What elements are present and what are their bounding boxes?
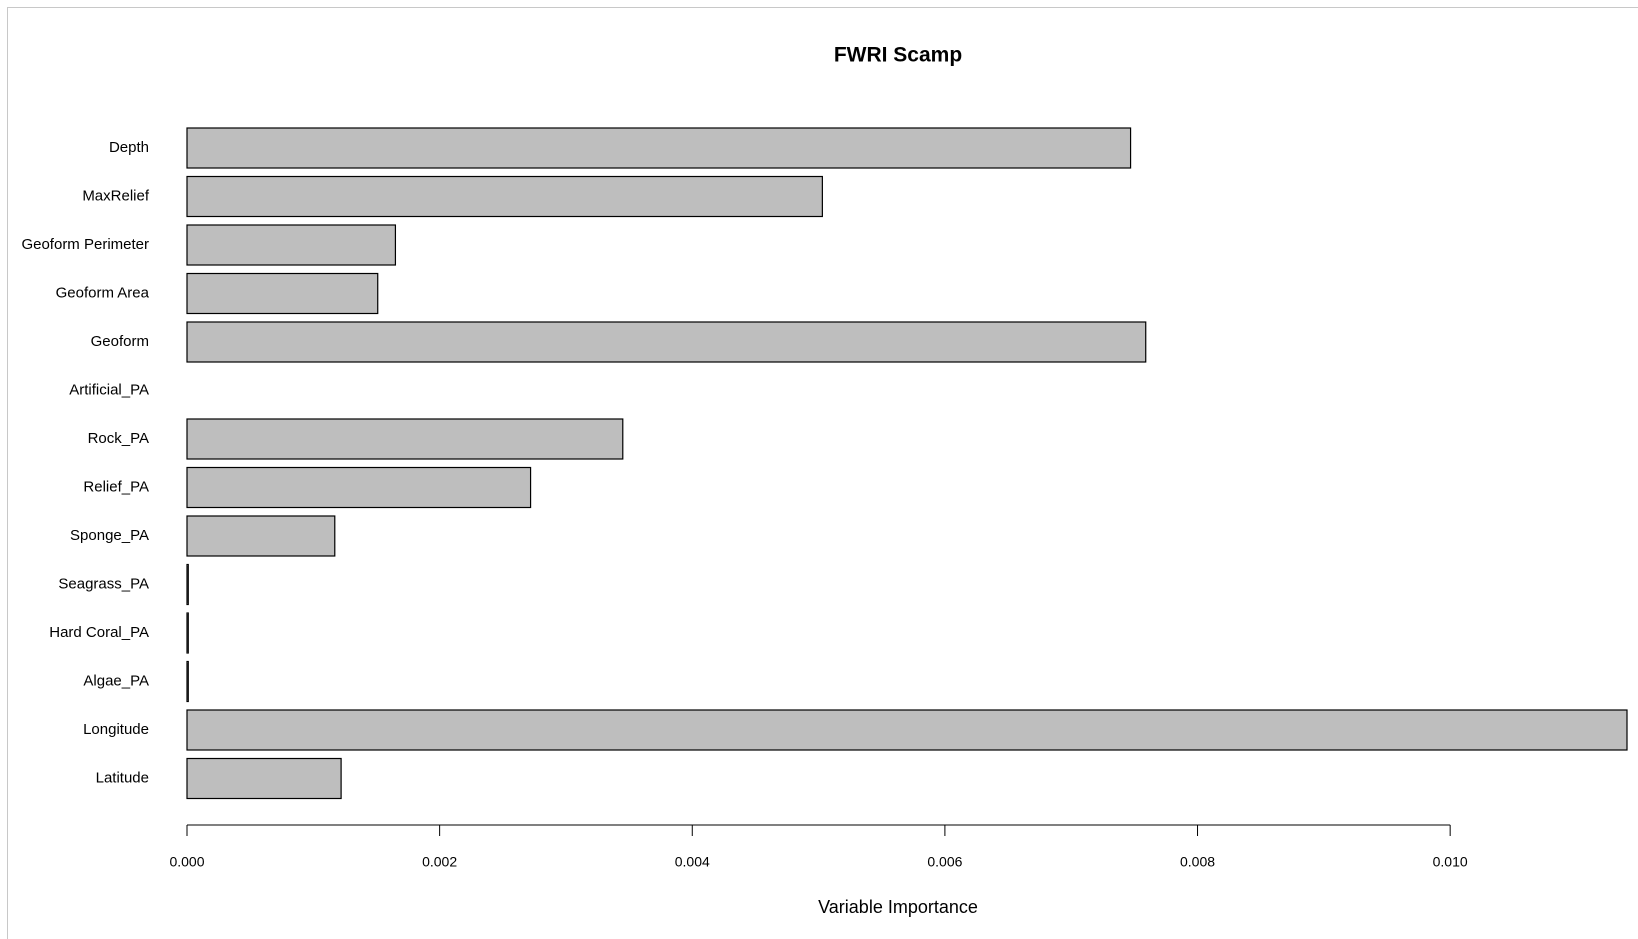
bar: [186, 321, 1147, 363]
y-tick-label: Algae_PA: [83, 672, 149, 689]
y-tick-label: MaxRelief: [82, 187, 150, 204]
bar: [186, 224, 397, 266]
chart-title: FWRI Scamp: [834, 44, 962, 67]
x-tick-label: 0.008: [1180, 854, 1215, 870]
bar: [186, 175, 823, 218]
bar: [186, 709, 1628, 751]
y-tick-label: Rock_PA: [88, 430, 149, 447]
x-tick-label: 0.010: [1433, 854, 1468, 870]
y-tick-label: Geoform Perimeter: [21, 236, 149, 253]
bar: [186, 612, 189, 654]
y-tick-label: Relief_PA: [83, 478, 149, 495]
bar: [186, 660, 189, 703]
x-tick-label: 0.004: [675, 854, 710, 870]
x-tick-label: 0.002: [422, 854, 457, 870]
y-tick-label: Geoform: [91, 333, 149, 350]
bar: [186, 272, 379, 315]
y-tick-label: Artificial_PA: [69, 381, 149, 398]
x-tick-label: 0.006: [927, 854, 962, 870]
frame: [7, 7, 1638, 939]
y-tick-label: Latitude: [96, 769, 149, 786]
bar: [186, 515, 336, 557]
bar: [186, 466, 532, 509]
y-tick-label: Hard Coral_PA: [49, 624, 149, 641]
bar: [186, 127, 1132, 169]
y-tick-label: Sponge_PA: [70, 527, 149, 544]
x-tick-label: 0.000: [169, 854, 204, 870]
bar: [186, 757, 342, 800]
y-tick-label: Seagrass_PA: [58, 575, 149, 592]
x-axis-label: Variable Importance: [818, 897, 978, 917]
bar: [186, 418, 624, 460]
y-tick-label: Depth: [109, 139, 149, 156]
y-tick-label: Longitude: [83, 721, 149, 738]
y-tick-label: Geoform Area: [56, 284, 150, 301]
bar: [186, 563, 189, 606]
